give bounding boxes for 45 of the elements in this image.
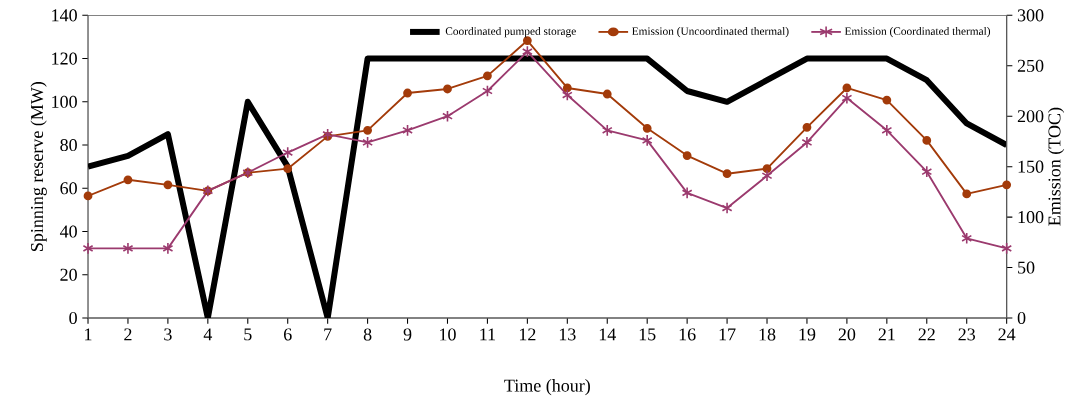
x-tick-label: 1 xyxy=(85,328,92,341)
x-tick-label: 6 xyxy=(283,328,292,341)
x-tick-label: 15 xyxy=(639,328,656,341)
y-tick-label: 60 xyxy=(60,182,77,195)
x-tick-label: 12 xyxy=(519,328,536,341)
x-tick-label: 11 xyxy=(480,328,496,341)
y2-tick-label: 250 xyxy=(1017,59,1044,72)
x-tick-label: 10 xyxy=(440,328,456,341)
y2-tick-label: 150 xyxy=(1018,160,1044,173)
legend-label: Emission (Coordinated thermal) xyxy=(844,26,991,38)
y-tick-label: 140 xyxy=(52,9,77,22)
x-tick-label: 4 xyxy=(203,328,213,341)
x-tick-label: 17 xyxy=(719,328,736,341)
x-tick-label: 8 xyxy=(363,328,372,341)
x-tick-label: 16 xyxy=(679,328,696,341)
x-tick-label: 3 xyxy=(164,328,172,341)
x-tick-label: 13 xyxy=(559,328,576,341)
x-tick-label: 9 xyxy=(403,328,412,341)
x-tick-label: 5 xyxy=(244,328,252,341)
x-tick-label: 23 xyxy=(958,328,976,341)
x-tick-label: 24 xyxy=(998,328,1016,341)
legend-label: Emission (Uncoordinated thermal) xyxy=(632,26,789,38)
y2-tick-label: 100 xyxy=(1018,211,1044,224)
x-axis-title: Time (hour) xyxy=(504,379,590,396)
y2-tick-label: 300 xyxy=(1017,9,1044,22)
y-tick-label: 120 xyxy=(52,52,77,65)
x-tick-label: 14 xyxy=(599,328,616,341)
y2-axis-title: Emission (TOC) xyxy=(1047,107,1065,226)
y-axis-title: Spinning reserve (MW) xyxy=(30,81,47,251)
y-tick-label: 0 xyxy=(69,311,77,325)
y2-tick-label: 50 xyxy=(1018,261,1035,274)
y-tick-label: 100 xyxy=(52,95,77,108)
x-tick-label: 22 xyxy=(918,328,935,341)
y2-tick-label: 200 xyxy=(1017,110,1044,123)
x-tick-label: 19 xyxy=(799,328,816,341)
y-tick-label: 80 xyxy=(60,138,77,152)
x-tick-label: 21 xyxy=(878,328,895,341)
y-tick-label: 20 xyxy=(60,268,77,281)
x-tick-label: 2 xyxy=(124,328,132,341)
y2-tick-label: 0 xyxy=(1017,311,1026,325)
legend-label: Coordinated pumped storage xyxy=(445,26,576,38)
y-tick-label: 40 xyxy=(59,225,77,238)
x-tick-label: 20 xyxy=(838,328,856,341)
x-tick-label: 7 xyxy=(324,328,332,341)
x-tick-label: 18 xyxy=(759,328,776,341)
